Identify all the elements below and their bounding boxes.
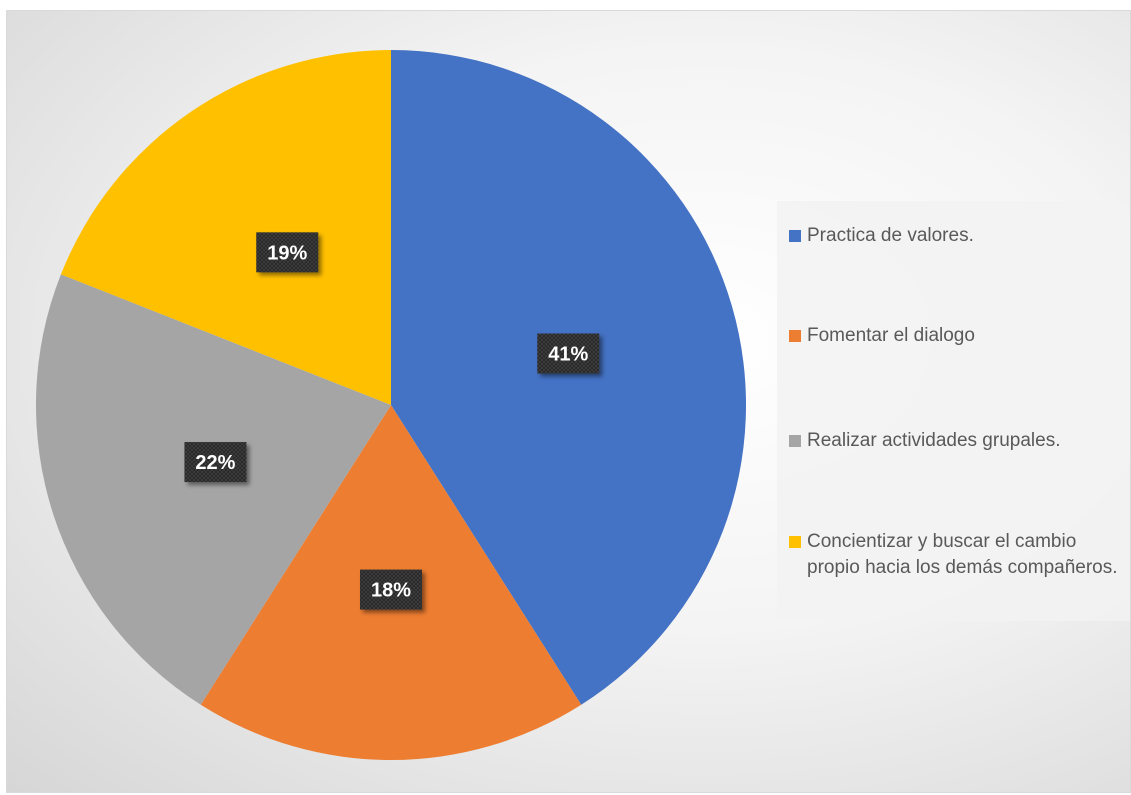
- data-label-text: 19%: [267, 242, 307, 264]
- data-label-concientizar: 19%: [256, 232, 319, 273]
- legend-label: Fomentar el dialogo: [807, 325, 975, 346]
- data-label-realizar-actividades-grupales: 22%: [184, 442, 247, 483]
- data-label-box: [184, 442, 247, 483]
- legend-swatch-orange: [789, 330, 801, 342]
- pie-slice-practica-de-valores: [391, 50, 746, 705]
- legend-label: Concientizar y buscar el cambio propio h…: [807, 531, 1118, 578]
- data-label-fomentar-el-dialogo: 18%: [360, 569, 422, 610]
- pie-chart: 41% 18% 22% 19%: [36, 50, 746, 760]
- legend-item-fomentar-el-dialogo: Fomentar el dialogo: [789, 323, 1127, 349]
- chart-area: 41% 18% 22% 19% Practica de valores. Foment…: [6, 10, 1131, 793]
- data-label-text: 18%: [371, 580, 411, 602]
- data-label-box: [360, 569, 422, 610]
- data-label-practica-de-valores: 41%: [537, 333, 600, 374]
- legend-swatch-yellow: [789, 536, 801, 548]
- pie-data-labels: 41% 18% 22% 19%: [184, 232, 600, 610]
- legend-swatch-gray: [789, 435, 801, 447]
- data-label-text: 41%: [548, 343, 588, 365]
- legend-item-concientizar: Concientizar y buscar el cambio propio h…: [789, 529, 1127, 581]
- legend-label: Practica de valores.: [807, 225, 974, 246]
- data-label-box: [537, 333, 600, 374]
- legend-swatch-blue: [789, 230, 801, 242]
- data-label-text: 22%: [195, 452, 235, 474]
- legend: Practica de valores. Fomentar el dialogo…: [777, 201, 1130, 621]
- legend-item-practica-de-valores: Practica de valores.: [789, 223, 1127, 249]
- legend-item-realizar-actividades-grupales: Realizar actividades grupales.: [789, 428, 1127, 454]
- pie-slices: [36, 50, 746, 760]
- pie-slice-realizar-actividades-grupales: [36, 274, 391, 705]
- data-label-box: [256, 232, 319, 273]
- legend-label: Realizar actividades grupales.: [807, 430, 1061, 451]
- pie-slice-concientizar: [60, 50, 391, 405]
